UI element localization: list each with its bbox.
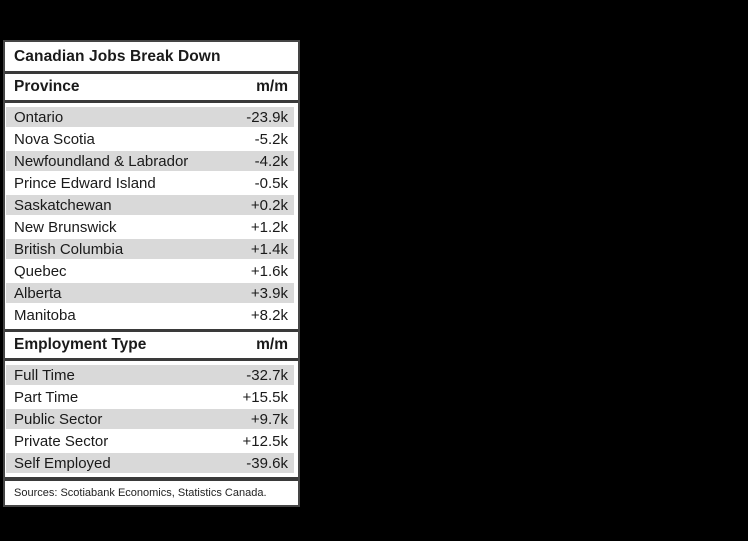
row-label: Saskatchewan — [14, 196, 112, 214]
row-value: +15.5k — [242, 388, 288, 406]
table-row: Manitoba +8.2k — [6, 305, 294, 325]
table-title: Canadian Jobs Break Down — [14, 48, 221, 65]
table-row: British Columbia +1.4k — [6, 239, 294, 259]
employment-type-section: Employment Type m/m Full Time -32.7k Par… — [5, 332, 298, 477]
table-row: Private Sector +12.5k — [6, 431, 294, 451]
employment-header-row: Employment Type m/m — [5, 332, 298, 358]
row-label: Public Sector — [14, 410, 103, 428]
row-value: -23.9k — [246, 108, 288, 126]
province-section: Province m/m Ontario -23.9k Nova Scotia … — [5, 74, 298, 329]
row-value: -32.7k — [246, 366, 288, 384]
divider-above-sources — [5, 477, 298, 481]
row-label: New Brunswick — [14, 218, 117, 236]
table-row: Self Employed -39.6k — [6, 453, 294, 473]
row-value: +8.2k — [250, 306, 288, 324]
table-row: Saskatchewan +0.2k — [6, 195, 294, 215]
row-value: +12.5k — [242, 432, 288, 450]
row-label: Quebec — [14, 262, 67, 280]
row-label: Full Time — [14, 366, 75, 384]
divider-above-employment-header — [5, 329, 298, 332]
table-row: Quebec +1.6k — [6, 261, 294, 281]
divider-under-employment-header — [5, 358, 298, 361]
column-header-province: Province — [14, 78, 80, 95]
row-label: Prince Edward Island — [14, 174, 156, 192]
row-value: +0.2k — [250, 196, 288, 214]
table-row: Nova Scotia -5.2k — [6, 129, 294, 149]
employment-rows: Full Time -32.7k Part Time +15.5k Public… — [5, 361, 298, 477]
row-label: Self Employed — [14, 454, 111, 472]
table-row: Prince Edward Island -0.5k — [6, 173, 294, 193]
column-header-mm-employment: m/m — [256, 336, 288, 353]
column-header-mm-province: m/m — [256, 78, 288, 95]
row-value: -39.6k — [246, 454, 288, 472]
table-row: Newfoundland & Labrador -4.2k — [6, 151, 294, 171]
divider-under-title — [5, 71, 298, 74]
table-row: Alberta +3.9k — [6, 283, 294, 303]
table-row: New Brunswick +1.2k — [6, 217, 294, 237]
row-label: Newfoundland & Labrador — [14, 152, 189, 170]
row-value: -0.5k — [254, 174, 288, 192]
row-label: Part Time — [14, 388, 79, 406]
table-row: Full Time -32.7k — [6, 365, 294, 385]
row-label: Manitoba — [14, 306, 76, 324]
source-note: Sources: Scotiabank Economics, Statistic… — [14, 487, 267, 499]
row-value: +1.4k — [250, 240, 288, 258]
row-label: Alberta — [14, 284, 62, 302]
province-header-row: Province m/m — [5, 74, 298, 100]
row-label: Private Sector — [14, 432, 109, 450]
table-row: Part Time +15.5k — [6, 387, 294, 407]
row-value: +1.6k — [250, 262, 288, 280]
column-header-employment-type: Employment Type — [14, 336, 147, 353]
table-row: Public Sector +9.7k — [6, 409, 294, 429]
province-rows: Ontario -23.9k Nova Scotia -5.2k Newfoun… — [5, 103, 298, 329]
row-value: +3.9k — [250, 284, 288, 302]
row-value: -4.2k — [254, 152, 288, 170]
row-label: Nova Scotia — [14, 130, 95, 148]
row-label: British Columbia — [14, 240, 124, 258]
row-value: +1.2k — [250, 218, 288, 236]
row-label: Ontario — [14, 108, 64, 126]
table-row: Ontario -23.9k — [6, 107, 294, 127]
jobs-breakdown-table: Canadian Jobs Break Down Province m/m On… — [3, 40, 300, 507]
divider-under-province-header — [5, 100, 298, 103]
row-value: +9.7k — [250, 410, 288, 428]
row-value: -5.2k — [254, 130, 288, 148]
